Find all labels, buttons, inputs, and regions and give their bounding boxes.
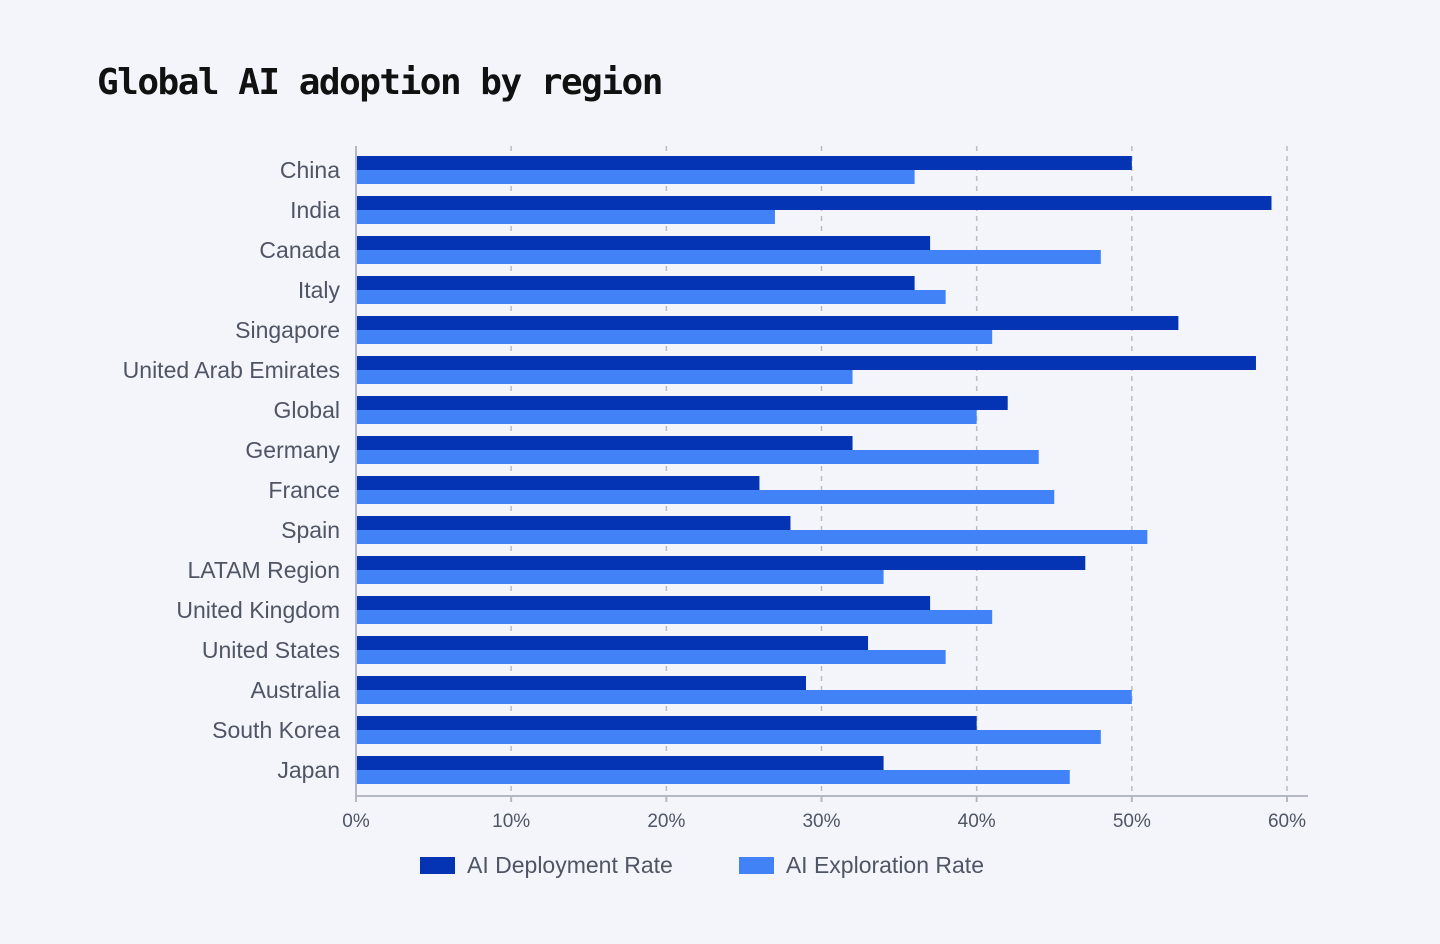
tick-labels: 0% 10% 20% 30% 40% 50% 60% [342,811,1306,832]
bar-ai-exploration-rate-united-arab-emirates[interactable] [356,370,853,384]
bar-ai-deployment-rate-italy[interactable] [356,276,915,290]
bar-ai-exploration-rate-south-korea[interactable] [356,730,1101,744]
bar-ai-exploration-rate-germany[interactable] [356,450,1039,464]
x-tick-label: 60% [1268,811,1306,832]
category-label-france: France [268,477,340,503]
bar-ai-deployment-rate-france[interactable] [356,476,760,490]
category-label-global: Global [274,397,340,423]
legend-item-exploration[interactable]: AI Exploration Rate [738,852,984,879]
legend: AI Deployment Rate AI Exploration Rate [420,852,984,879]
category-labels: China India Canada Italy Singapore United Ara… [123,157,341,783]
bar-ai-exploration-rate-global[interactable] [356,410,977,424]
bar-ai-deployment-rate-global[interactable] [356,396,1008,410]
category-label-china: China [280,157,340,183]
category-label-latam-region: LATAM Region [187,557,340,583]
bar-ai-exploration-rate-singapore[interactable] [356,330,993,344]
bar-ai-exploration-rate-spain[interactable] [356,530,1148,544]
bar-ai-deployment-rate-germany[interactable] [356,436,853,450]
bar-ai-deployment-rate-south-korea[interactable] [356,716,977,730]
bar-ai-exploration-rate-france[interactable] [356,490,1055,504]
legend-label-deployment: AI Deployment Rate [467,852,673,878]
bar-ai-exploration-rate-japan[interactable] [356,770,1070,784]
bar-ai-deployment-rate-australia[interactable] [356,676,806,690]
bar-ai-exploration-rate-canada[interactable] [356,250,1101,264]
x-tick-label: 50% [1113,811,1151,832]
category-label-india: India [290,197,340,223]
bar-ai-exploration-rate-united-states[interactable] [356,650,946,664]
bar-ai-deployment-rate-china[interactable] [356,156,1132,170]
bar-ai-exploration-rate-latam-region[interactable] [356,570,884,584]
legend-item-deployment[interactable]: AI Deployment Rate [420,852,673,879]
bar-ai-deployment-rate-united-arab-emirates[interactable] [356,356,1256,370]
category-label-germany: Germany [245,437,340,463]
bar-ai-exploration-rate-australia[interactable] [356,690,1132,704]
x-tick-label: 10% [492,811,530,832]
bar-ai-deployment-rate-singapore[interactable] [356,316,1179,330]
category-label-united-states: United States [202,637,340,663]
category-label-canada: Canada [259,237,340,263]
x-tick-label: 20% [647,811,685,832]
legend-swatch-deployment [420,857,455,874]
axes [355,146,1308,802]
bars [356,156,1272,784]
bar-ai-deployment-rate-canada[interactable] [356,236,931,250]
x-tick-label: 40% [958,811,996,832]
category-label-singapore: Singapore [235,317,340,343]
legend-swatch-exploration [738,857,774,874]
bar-ai-exploration-rate-china[interactable] [356,170,915,184]
bar-ai-deployment-rate-united-states[interactable] [356,636,869,650]
category-label-united-arab-emirates: United Arab Emirates [123,357,340,383]
x-tick-label: 30% [802,811,840,832]
x-tick-label: 0% [342,811,370,832]
bar-ai-deployment-rate-spain[interactable] [356,516,791,530]
bar-ai-deployment-rate-india[interactable] [356,196,1272,210]
category-label-south-korea: South Korea [212,717,340,743]
bar-ai-deployment-rate-latam-region[interactable] [356,556,1086,570]
bar-ai-exploration-rate-italy[interactable] [356,290,946,304]
bar-ai-deployment-rate-united-kingdom[interactable] [356,596,931,610]
bar-ai-deployment-rate-japan[interactable] [356,756,884,770]
category-label-japan: Japan [277,757,340,783]
chart-title: Global AI adoption by region [97,62,663,103]
bar-ai-exploration-rate-united-kingdom[interactable] [356,610,993,624]
legend-label-exploration: AI Exploration Rate [785,852,984,878]
category-label-spain: Spain [281,517,340,543]
bar-ai-exploration-rate-india[interactable] [356,210,775,224]
category-label-australia: Australia [251,677,341,703]
category-label-italy: Italy [298,277,341,303]
category-label-united-kingdom: United Kingdom [176,597,340,623]
